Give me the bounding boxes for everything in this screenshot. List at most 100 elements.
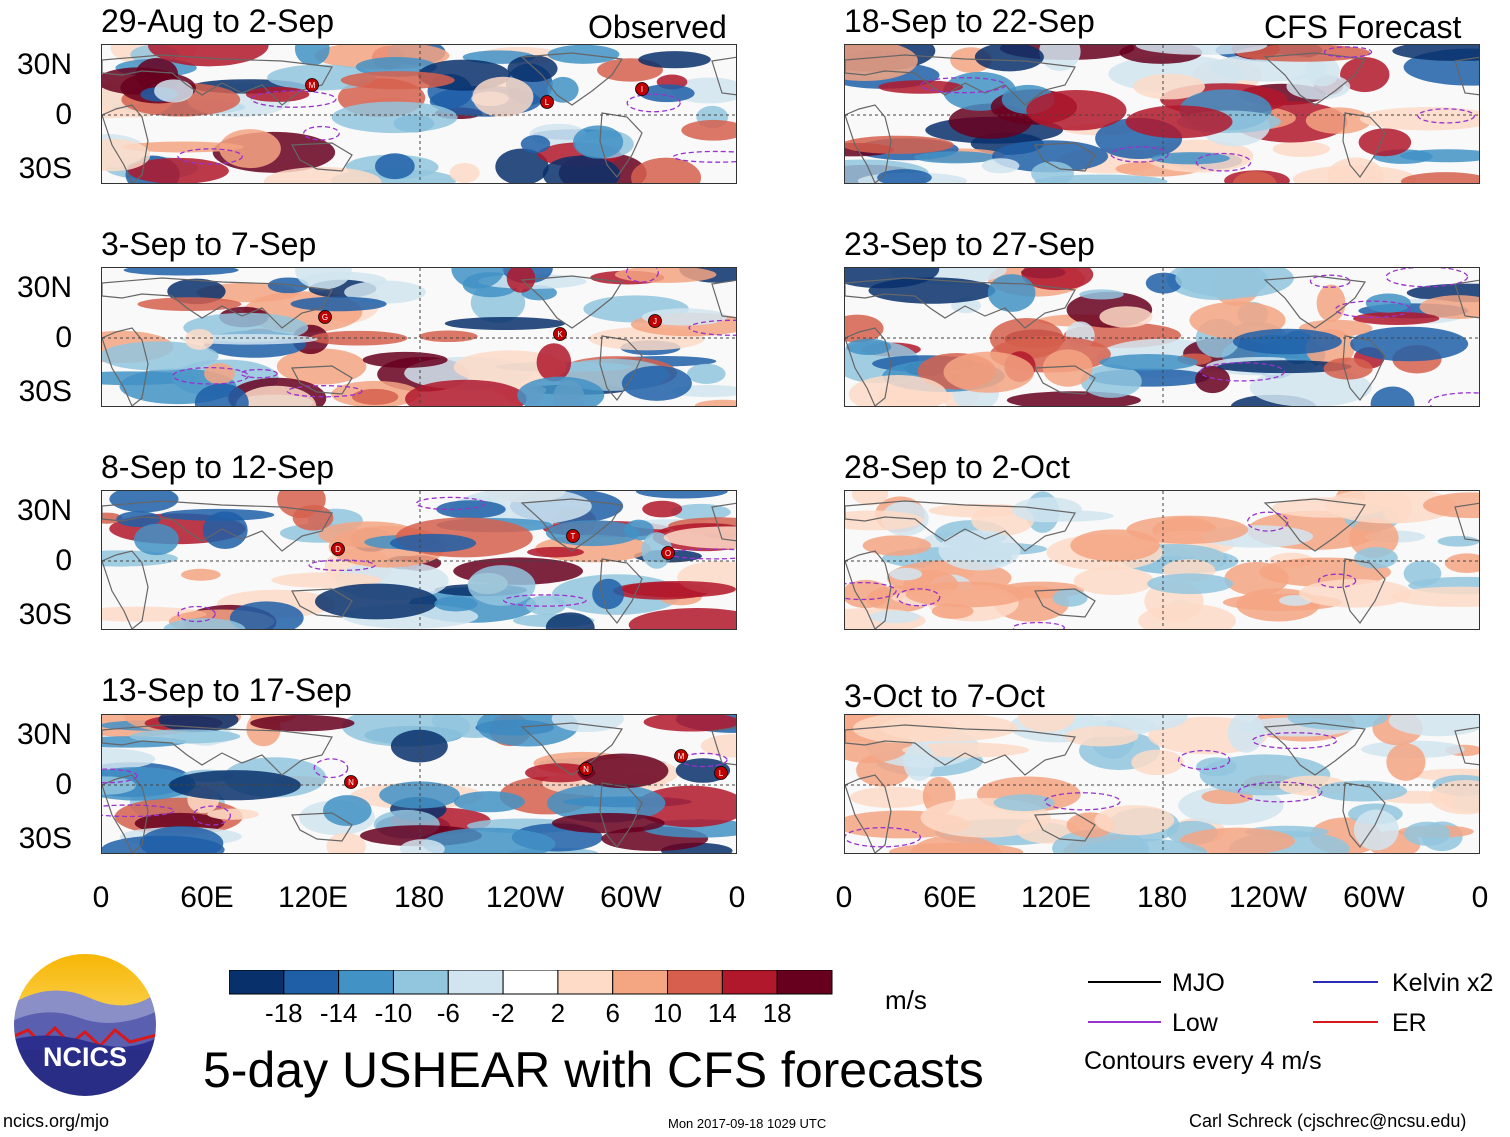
low-contour — [1177, 749, 1231, 770]
lat-tick-label: 30S — [18, 822, 72, 855]
shear-field-blob — [1073, 566, 1155, 596]
continent-outline — [1342, 112, 1386, 178]
storm-marker-letter: M — [309, 81, 316, 90]
shear-field-blob — [868, 277, 996, 304]
continent-outline — [1034, 588, 1096, 618]
shear-field-blob — [102, 138, 151, 172]
shear-field-blob — [545, 612, 595, 629]
shear-field-blob — [889, 567, 923, 581]
colorbar — [228, 969, 835, 1001]
shear-field-blob — [207, 808, 259, 820]
low-contour — [192, 805, 231, 826]
shear-field-blob — [331, 101, 458, 134]
low-contour — [503, 594, 587, 607]
shear-field-blob — [122, 141, 244, 153]
shear-field-blob — [1292, 165, 1417, 183]
low-contour — [845, 826, 922, 848]
contour-note: Contours every 4 m/s — [1084, 1047, 1322, 1075]
shear-field-blob — [1298, 579, 1413, 608]
observed-map-2: G K J — [101, 267, 737, 407]
colorbar-segment — [667, 969, 723, 995]
panel-title-fcst-3: 28-Sep to 2-Oct — [844, 449, 1070, 485]
shear-field-blob — [1316, 780, 1408, 802]
colorbar-tick-label: -14 — [319, 998, 358, 1028]
shear-field-blob — [495, 148, 549, 183]
colorbar-segment — [502, 969, 559, 995]
low-contour — [1110, 146, 1169, 163]
shear-field-blob — [158, 715, 239, 732]
colorbar-segment — [338, 969, 394, 995]
low-contour — [1428, 392, 1479, 406]
shear-field-blob — [1147, 573, 1234, 595]
shear-field-blob — [123, 268, 239, 276]
storm-marker-letter: O — [665, 549, 671, 558]
shear-field-blob — [271, 572, 382, 588]
shear-field-blob — [1349, 517, 1399, 559]
shear-field-blob — [340, 71, 455, 90]
low-contour — [1252, 732, 1338, 750]
lat-tick-label: 30S — [18, 152, 72, 185]
shear-field-blob — [1386, 743, 1426, 781]
shear-field-blob — [903, 742, 935, 782]
low-contour — [102, 804, 175, 818]
continent-outline — [102, 724, 333, 776]
storm-marker-letter: T — [571, 532, 576, 541]
shear-field-blob — [577, 753, 669, 789]
shear-field-blob — [877, 169, 932, 183]
low-contour — [896, 588, 941, 607]
storm-marker-letter: N — [583, 765, 589, 774]
shear-field-blob — [1079, 289, 1124, 300]
shear-field-blob — [631, 157, 702, 183]
shear-field-blob — [621, 365, 692, 401]
shear-field-blob — [551, 812, 665, 834]
shear-field-blob — [507, 55, 558, 83]
shear-field-blob — [1217, 360, 1352, 374]
colorbar-tick-label: 10 — [653, 998, 682, 1028]
colorbar-tick-label: -10 — [374, 998, 413, 1028]
continent-outline — [1263, 498, 1367, 552]
storm-marker: G — [318, 310, 332, 324]
shear-field-blob — [148, 45, 269, 67]
storm-marker: N — [579, 762, 593, 776]
shear-field-blob — [163, 618, 246, 629]
shear-field-blob — [467, 565, 536, 606]
panel-title-obs-4: 13-Sep to 17-Sep — [101, 672, 352, 708]
shear-field-blob — [628, 608, 736, 629]
shear-field-blob — [506, 268, 536, 293]
shear-field-blob — [621, 580, 736, 598]
shear-field-blob — [700, 733, 736, 758]
observed-label: Observed — [588, 9, 727, 45]
lat-tick-label: 30N — [16, 271, 72, 304]
shear-field-blob — [250, 715, 355, 732]
storm-marker-letter: M — [678, 752, 685, 761]
lat-tick-label: 30N — [16, 48, 72, 81]
shear-field-blob — [1175, 268, 1294, 298]
shear-field-blob — [1370, 386, 1415, 406]
low-contour — [313, 758, 349, 779]
shear-field-blob — [1145, 272, 1183, 294]
lat-tick-label: 0 — [55, 768, 72, 801]
lat-tick-label: 30N — [16, 494, 72, 527]
shear-field-blob — [551, 715, 624, 733]
storm-marker-letter: N — [348, 778, 354, 787]
shear-field-blob — [642, 500, 683, 518]
cfs-forecast-label: CFS Forecast — [1264, 9, 1462, 45]
shear-field-blob — [1403, 560, 1442, 587]
continent-outline — [291, 365, 353, 395]
colorbar-segment — [776, 969, 833, 995]
storm-marker-letter: G — [322, 313, 328, 322]
continent-outline — [1454, 279, 1479, 319]
low-contour — [1199, 362, 1285, 382]
shear-field-blob — [542, 155, 621, 183]
shear-field-blob — [1354, 547, 1398, 569]
panel-title-fcst-2: 23-Sep to 27-Sep — [844, 226, 1095, 262]
storm-marker: L — [714, 766, 728, 780]
continent-outline — [1263, 722, 1367, 776]
shear-field-blob — [219, 129, 281, 169]
lon-tick-label: 0 — [92, 881, 110, 914]
shear-field-blob — [314, 583, 438, 620]
shear-field-blob — [991, 140, 1109, 173]
shear-field-blob — [1179, 827, 1295, 853]
low-contour — [1323, 46, 1373, 58]
shear-field-blob — [418, 330, 478, 343]
